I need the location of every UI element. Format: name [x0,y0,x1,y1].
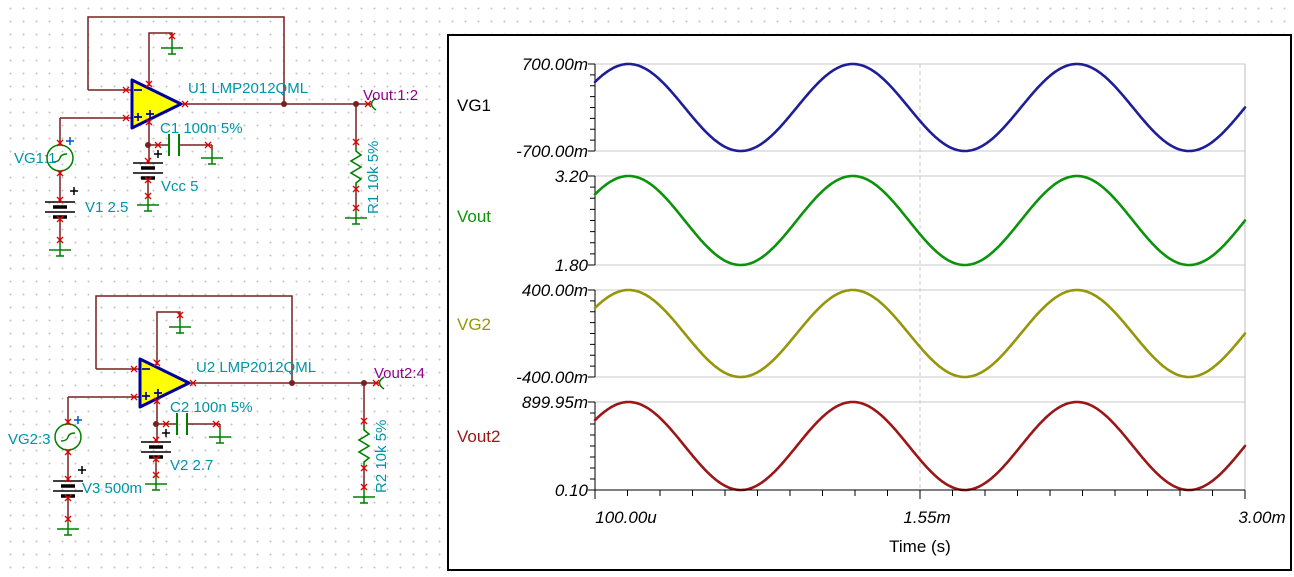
wire-junction-dot [145,142,151,148]
pin-marker-icon [130,365,138,373]
x-axis-title: Time (s) [889,537,951,556]
xtick-mid: 1.55m [903,508,951,527]
pin-marker-icon [360,483,368,491]
label-c2[interactable]: C2 100n 5% [170,399,253,416]
pin-marker-icon [360,464,368,472]
pin-marker-icon [153,359,161,367]
pin-marker-icon [352,204,360,212]
label-v3[interactable]: V3 500m [82,480,142,497]
waveform-panel: VG1 Vout VG2 Vout2 700.00m -700.00m 3.20… [447,34,1292,571]
plot-canvas [588,62,1247,499]
pin-marker-icon [56,196,64,204]
label-v1[interactable]: V1 2.5 [85,199,128,216]
ytick-vout2-top: 899.95m [521,393,588,412]
pin-marker-icon [168,32,176,40]
pin-marker-icon [64,448,72,456]
pin-marker-icon [360,417,368,425]
pin-marker-icon [56,139,64,147]
pin-marker-icon [145,80,153,88]
trace-vout [593,174,1247,267]
wire-junction-dot [289,380,295,386]
label-c1[interactable]: C1 100n 5% [160,120,243,137]
label-vout1[interactable]: Vout:1:2 [363,87,418,104]
label-r2[interactable]: R2 10k 5% [373,420,390,493]
xtick-start: 100.00u [595,508,657,527]
pin-marker-icon [122,86,130,94]
pin-marker-icon [152,471,160,479]
label-u1[interactable]: U1 LMP2012QML [188,80,308,97]
pin-marker-icon [154,141,162,149]
pin-marker-icon [152,436,160,444]
label-vout2[interactable]: Vout2:4 [374,365,425,382]
pin-marker-icon [152,455,160,463]
pin-marker-icon [352,185,360,193]
pin-marker-icon [176,311,184,319]
pin-marker-icon [64,515,72,523]
pin-marker-icon [145,118,153,126]
xtick-end: 3.00m [1238,508,1286,527]
trace-label-vout: Vout [457,207,492,226]
ytick-vout-top: 3.20 [554,167,588,186]
ytick-vg2-bottom: -400.00m [516,368,588,387]
pin-marker-icon [181,100,189,108]
schematic-canvas[interactable]: U1 LMP2012QML C1 100n 5% Vcc 5 V1 2.5 VG… [0,0,447,577]
ytick-vout2-bottom: 0.10 [554,481,588,500]
pin-marker-icon [122,114,130,122]
label-v2[interactable]: V2 2.7 [170,457,213,474]
ytick-vg1-bottom: -700.00m [516,142,588,161]
pin-marker-icon [64,418,72,426]
pin-marker-icon [56,236,64,244]
pin-marker-icon [144,176,152,184]
wire-junction-dot [153,421,159,427]
pin-marker-icon [64,475,72,483]
trace-vg2 [593,288,1247,379]
trace-vout2 [593,400,1247,492]
label-vg2[interactable]: VG2:3 [8,431,51,448]
label-r1[interactable]: R1 10k 5% [365,141,382,214]
trace-label-vg1: VG1 [457,96,492,115]
trace-vg1 [593,62,1247,153]
pin-marker-icon [56,169,64,177]
label-vg1[interactable]: VG1:1 [14,150,57,167]
pin-marker-icon [372,379,380,387]
pin-marker-icon [212,420,220,428]
wire-junction-dot [281,101,287,107]
trace-label-vout2: Vout2 [457,427,501,446]
pin-marker-icon [64,494,72,502]
ytick-vg1-top: 700.00m [521,55,588,74]
pin-marker-icon [364,100,372,108]
label-u2[interactable]: U2 LMP2012QML [196,359,316,376]
pin-marker-icon [130,393,138,401]
label-vcc[interactable]: Vcc 5 [161,178,199,195]
pin-marker-icon [144,157,152,165]
pin-marker-icon [144,192,152,200]
pin-marker-icon [162,420,170,428]
pin-marker-icon [189,379,197,387]
pin-marker-icon [204,141,212,149]
trace-label-vg2: VG2 [457,315,492,334]
pin-marker-icon [56,215,64,223]
ytick-vout-bottom: 1.80 [554,256,588,275]
pin-marker-icon [153,397,161,405]
wire-junction-dot [361,380,367,386]
ytick-vg2-top: 400.00m [521,281,588,300]
wire-junction-dot [353,101,359,107]
pin-marker-icon [352,138,360,146]
